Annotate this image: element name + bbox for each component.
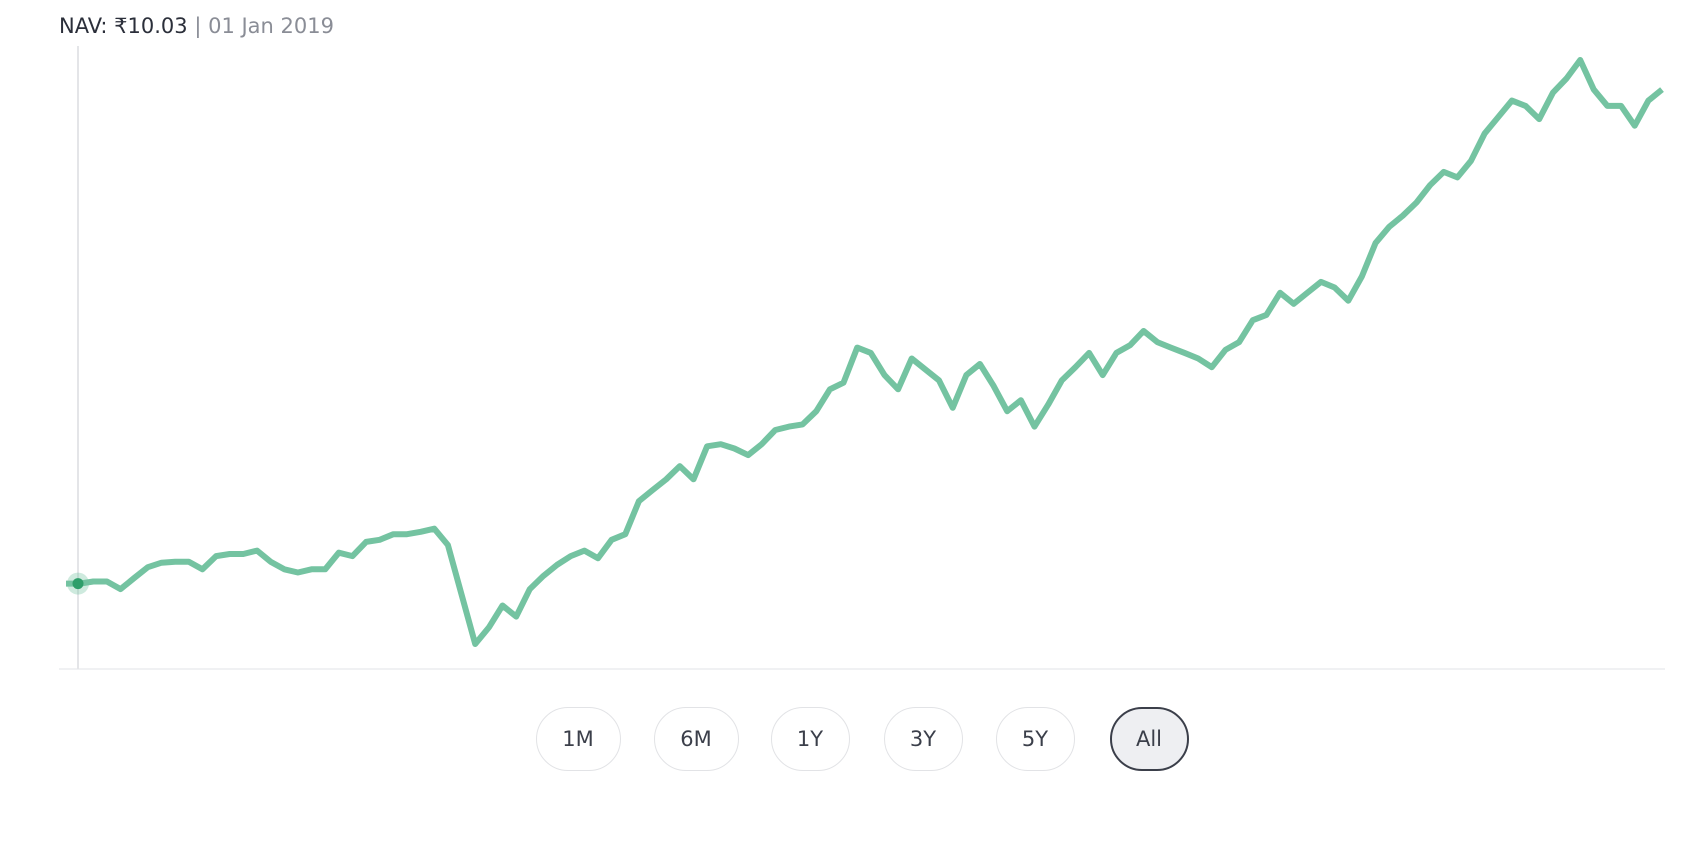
range-button[interactable]: 5Y xyxy=(995,707,1075,771)
range-button[interactable]: 3Y xyxy=(883,707,963,771)
range-button[interactable]: 6M xyxy=(653,707,739,771)
range-button[interactable]: 1M xyxy=(535,707,621,771)
range-buttons: 1M 6M 1Y 3Y 5Y All xyxy=(0,707,1704,771)
range-button[interactable]: 1Y xyxy=(770,707,850,771)
separator: | xyxy=(194,14,202,38)
nav-line xyxy=(66,57,1664,647)
chart xyxy=(59,46,1665,670)
date-label: 01 Jan 2019 xyxy=(208,14,334,38)
nav-header: NAV: ₹10.03 | 01 Jan 2019 xyxy=(59,14,334,38)
nav-label: NAV: ₹10.03 xyxy=(59,14,188,38)
hover-dot xyxy=(72,578,84,590)
range-button[interactable]: All xyxy=(1109,707,1189,771)
